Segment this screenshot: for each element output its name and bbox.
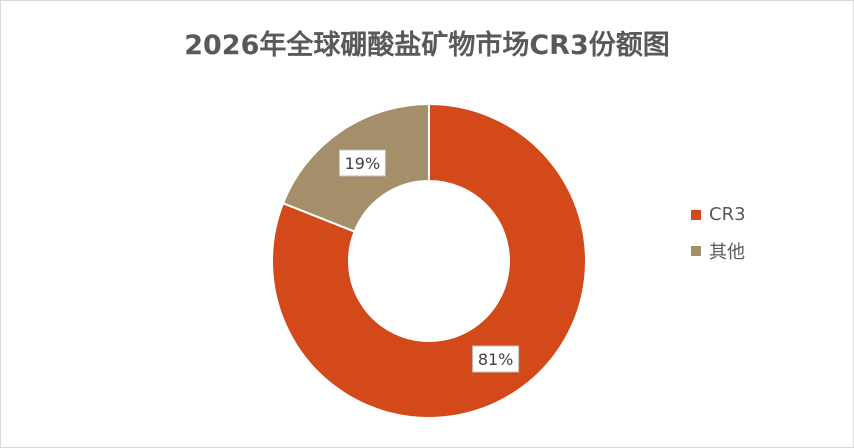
data-label-1: 19% (338, 149, 386, 177)
data-label-box (472, 345, 520, 373)
chart-title: 2026年全球硼酸盐矿物市场CR3份额图 (184, 30, 670, 61)
legend-label: 其他 (709, 242, 745, 263)
data-label-text: 81% (478, 350, 514, 369)
legend-swatch-cr3 (691, 209, 701, 220)
legend-item-other: 其他 (691, 238, 745, 264)
legend-item-cr3: CR3 (691, 204, 746, 225)
data-label-box (338, 149, 386, 177)
data-label-0: 81% (472, 345, 520, 373)
legend-label: CR3 (709, 204, 746, 225)
donut-slice-0 (271, 102, 587, 419)
legend-swatch-other (691, 246, 701, 256)
data-label-text: 19% (345, 154, 381, 173)
